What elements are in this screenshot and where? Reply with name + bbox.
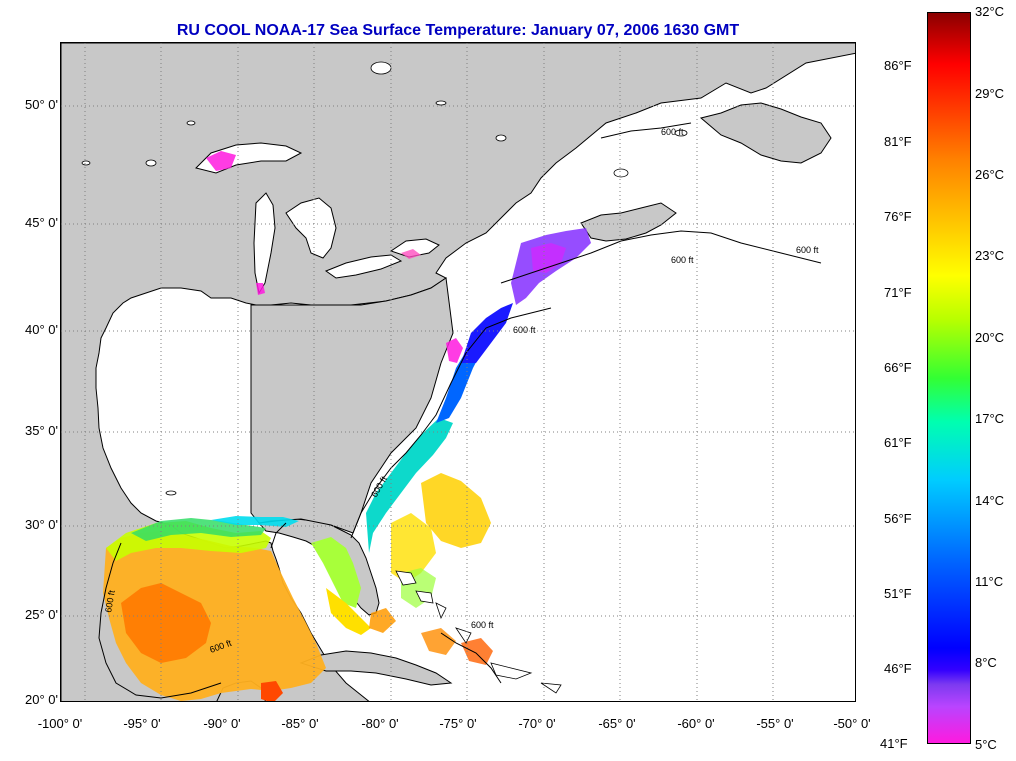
lon-label: -80° 0' <box>361 716 398 731</box>
fahrenheit-label: 46°F <box>884 661 912 676</box>
celsius-label: 14°C <box>975 493 1004 508</box>
lon-label: -50° 0' <box>833 716 870 731</box>
lon-label: -75° 0' <box>439 716 476 731</box>
land-nova-scotia <box>581 203 676 241</box>
map-canvas: 600 ft 600 ft 600 ft 600 ft 600 ft 600 f… <box>61 43 856 702</box>
lat-label: 30° 0' <box>2 517 58 532</box>
lat-label: 25° 0' <box>2 607 58 622</box>
lon-label: -70° 0' <box>518 716 555 731</box>
fahrenheit-label: 86°F <box>884 58 912 73</box>
lat-label: 50° 0' <box>2 97 58 112</box>
lon-label: -85° 0' <box>281 716 318 731</box>
isobath-label: 600 ft <box>661 127 684 137</box>
land-newfoundland <box>701 103 831 163</box>
fahrenheit-label: 66°F <box>884 360 912 375</box>
lon-label: -100° 0' <box>38 716 83 731</box>
lon-label: -65° 0' <box>598 716 635 731</box>
isobath-label: 600 ft <box>796 245 819 255</box>
celsius-label: 29°C <box>975 86 1004 101</box>
celsius-label: 23°C <box>975 248 1004 263</box>
lat-label: 35° 0' <box>2 423 58 438</box>
celsius-label: 20°C <box>975 330 1004 345</box>
celsius-label: 32°C <box>975 4 1004 19</box>
celsius-label: 17°C <box>975 411 1004 426</box>
celsius-label: 26°C <box>975 167 1004 182</box>
sst-map[interactable]: 600 ft 600 ft 600 ft 600 ft 600 ft 600 f… <box>60 42 856 702</box>
celsius-label: 5°C <box>975 737 997 752</box>
lat-label: 45° 0' <box>2 215 58 230</box>
map-title: RU COOL NOAA-17 Sea Surface Temperature:… <box>60 22 856 40</box>
isobath-label: 600 ft <box>471 620 494 630</box>
fahrenheit-label: 76°F <box>884 209 912 224</box>
lat-label: 40° 0' <box>2 322 58 337</box>
fahrenheit-label: 41°F <box>880 736 908 751</box>
fahrenheit-label: 61°F <box>884 435 912 450</box>
lon-label: -95° 0' <box>123 716 160 731</box>
fahrenheit-label: 71°F <box>884 285 912 300</box>
fahrenheit-label: 81°F <box>884 134 912 149</box>
lon-label: -55° 0' <box>756 716 793 731</box>
celsius-label: 11°C <box>975 574 1003 589</box>
isobath-label: 600 ft <box>671 255 694 265</box>
isobath-label: 600 ft <box>513 325 536 335</box>
celsius-label: 8°C <box>975 655 997 670</box>
lon-label: -90° 0' <box>203 716 240 731</box>
fahrenheit-label: 51°F <box>884 586 912 601</box>
fahrenheit-label: 56°F <box>884 511 912 526</box>
lat-label: 20° 0' <box>2 692 58 707</box>
temperature-colorbar <box>927 12 971 744</box>
lon-label: -60° 0' <box>677 716 714 731</box>
